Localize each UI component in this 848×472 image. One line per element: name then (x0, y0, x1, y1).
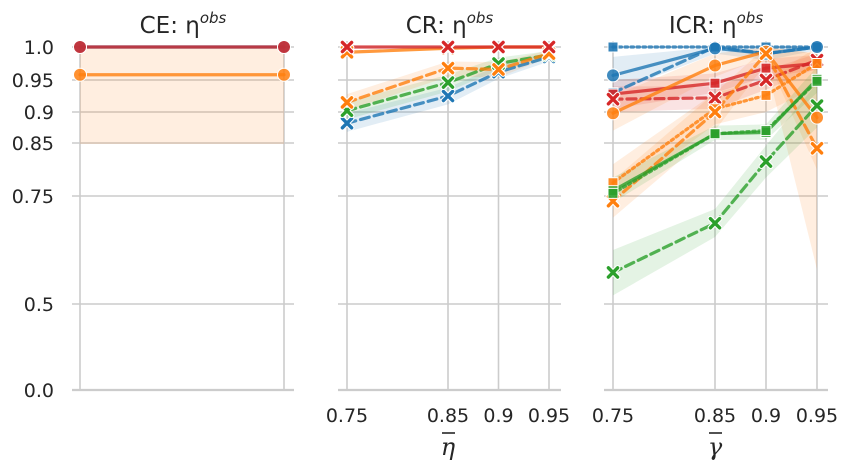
series-line (345, 53, 551, 113)
y-tick-label: 0.85 (12, 133, 54, 155)
data-point (606, 106, 620, 121)
series-line (611, 58, 819, 101)
panel-title: CE: ηobs (140, 9, 227, 39)
y-tick-label: 0.9 (24, 102, 54, 124)
confidence-band (613, 47, 817, 170)
data-point (340, 116, 354, 130)
data-point (607, 187, 619, 199)
data-point (760, 62, 772, 74)
data-point (810, 40, 824, 54)
x-axis-label: η (441, 433, 456, 461)
y-tick-label: 0.0 (24, 380, 54, 402)
data-point (606, 266, 620, 279)
data-point (492, 40, 505, 54)
x-tick-label: 0.85 (427, 405, 469, 427)
y-tick-label: 0.95 (12, 70, 54, 92)
data-point (759, 73, 773, 87)
data-point (760, 89, 772, 101)
data-point (73, 40, 87, 54)
x-tick-label: 0.9 (751, 405, 781, 427)
data-point (810, 142, 824, 155)
x-tick-label: 0.95 (528, 405, 570, 427)
y-tick-label: 0.5 (24, 294, 54, 316)
panel-cr: 0.75 0.85 0.9 0.95 η CR: ηobs (326, 9, 570, 461)
data-point (811, 58, 823, 69)
panel-title: ICR: ηobs (669, 9, 763, 39)
data-point (441, 61, 455, 75)
series-line (611, 45, 819, 77)
data-point (542, 40, 556, 54)
x-tick-label: 0.75 (326, 405, 368, 427)
data-point (708, 58, 722, 73)
x-tick-label: 0.9 (483, 405, 513, 427)
series-line (611, 79, 819, 195)
x-tick-label: 0.95 (796, 405, 838, 427)
confidence-band (613, 83, 817, 296)
data-point (492, 63, 505, 76)
series-line (345, 55, 551, 125)
data-point (277, 40, 291, 54)
panel-ce: 0.0 0.5 0.75 0.85 0.9 0.95 1.0 CE: ηobs (12, 9, 294, 402)
data-point (441, 89, 455, 103)
series-line (611, 61, 819, 185)
series-line (611, 103, 819, 275)
data-point (606, 68, 620, 83)
series-line (345, 51, 551, 105)
series-line (611, 50, 819, 203)
panel-icr: 0.75 0.85 0.9 0.95 γ ICR: ηobs (592, 9, 838, 461)
data-point (811, 75, 823, 87)
y-tick-label: 1.0 (24, 37, 54, 59)
data-point (340, 40, 354, 54)
data-point (340, 96, 354, 109)
data-point (709, 77, 721, 89)
data-point (606, 92, 620, 106)
y-tick-label: 0.75 (12, 186, 54, 208)
data-point (709, 128, 721, 140)
data-point (607, 41, 619, 53)
data-point (708, 105, 722, 119)
x-tick-label: 0.75 (592, 405, 634, 427)
data-point (810, 110, 824, 125)
data-point (708, 91, 722, 105)
data-point (441, 40, 455, 54)
data-point (759, 47, 773, 60)
data-point (759, 155, 773, 168)
x-axis-label: γ (708, 433, 723, 461)
data-point (708, 41, 722, 56)
data-point (810, 99, 824, 112)
data-point (277, 67, 291, 82)
panel-title: CR: ηobs (406, 9, 494, 39)
x-tick-label: 0.85 (694, 405, 736, 427)
data-point (708, 216, 722, 230)
data-point (73, 67, 87, 82)
data-point (760, 125, 772, 137)
series-line (611, 49, 819, 120)
data-point (441, 76, 455, 89)
confidence-band (80, 47, 284, 145)
